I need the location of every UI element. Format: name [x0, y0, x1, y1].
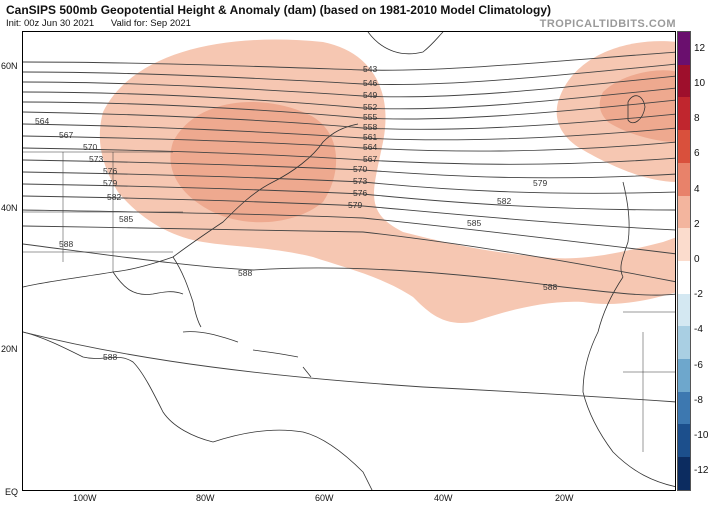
colorbar-swatch — [678, 64, 690, 98]
svg-text:573: 573 — [353, 176, 367, 186]
colorbar-tick-label: 2 — [694, 218, 700, 230]
colorbar-tick-label: 10 — [694, 77, 706, 89]
colorbar-tick-label: 0 — [694, 254, 700, 265]
lon-label-40w: 40W — [434, 493, 453, 503]
colorbar-tick-label: -6 — [694, 359, 703, 371]
svg-text:561: 561 — [363, 132, 377, 142]
lon-label-80w: 80W — [196, 493, 215, 503]
lon-label-100w: 100W — [73, 493, 97, 503]
colorbar-swatch — [678, 457, 690, 490]
svg-text:588: 588 — [103, 352, 117, 362]
svg-text:588: 588 — [59, 239, 73, 249]
svg-text:588: 588 — [238, 268, 252, 278]
colorbar-swatch — [678, 32, 690, 65]
colorbar-swatch — [678, 391, 690, 425]
contour-labels: 543 546 549 552 555 558 561 564 567 570 … — [35, 64, 557, 362]
lat-label-40n: 40N — [1, 203, 18, 213]
svg-text:582: 582 — [107, 192, 121, 202]
colorbar-swatch — [678, 228, 690, 261]
map-subtitle: Init: 00z Jun 30 2021 Valid for: Sep 202… — [6, 18, 205, 29]
colorbar-swatch — [678, 97, 690, 131]
lat-label-60n: 60N — [1, 61, 18, 71]
colorbar-tick-label: 4 — [694, 183, 700, 195]
svg-text:546: 546 — [363, 78, 377, 88]
svg-text:564: 564 — [363, 142, 377, 152]
svg-text:579: 579 — [533, 178, 547, 188]
colorbar-swatch — [678, 359, 690, 392]
svg-text:567: 567 — [363, 154, 377, 164]
svg-text:570: 570 — [353, 164, 367, 174]
svg-text:549: 549 — [363, 90, 377, 100]
svg-text:552: 552 — [363, 102, 377, 112]
svg-text:567: 567 — [59, 130, 73, 140]
brand-watermark: TROPICALTIDBITS.COM — [539, 18, 676, 30]
svg-text:588: 588 — [543, 282, 557, 292]
colorbar-tick-label: 8 — [694, 113, 700, 125]
init-time: Init: 00z Jun 30 2021 — [6, 18, 95, 29]
colorbar-swatch — [678, 260, 690, 294]
svg-text:558: 558 — [363, 122, 377, 132]
svg-text:576: 576 — [103, 166, 117, 176]
svg-text:564: 564 — [35, 116, 49, 126]
svg-text:570: 570 — [83, 142, 97, 152]
colorbar-tick-label: 12 — [694, 42, 706, 54]
map-panel: 543 546 549 552 555 558 561 564 567 570 … — [22, 31, 676, 491]
colorbar-tick-label: 6 — [694, 148, 700, 160]
colorbar-tick-label: -10 — [694, 430, 709, 442]
svg-text:585: 585 — [119, 214, 133, 224]
svg-text:582: 582 — [497, 196, 511, 206]
colorbar-tick-label: -4 — [694, 324, 703, 336]
colorbar-swatch — [678, 326, 690, 360]
svg-text:573: 573 — [89, 154, 103, 164]
coastlines — [23, 32, 675, 490]
colorbar-tick-label: -8 — [694, 394, 703, 406]
map-title: CanSIPS 500mb Geopotential Height & Anom… — [6, 3, 551, 17]
anomaly-core-uk — [599, 70, 675, 142]
colorbar-swatch — [678, 162, 690, 196]
colorbar-swatch — [678, 195, 690, 229]
lat-label-20n: 20N — [1, 344, 18, 354]
colorbar-tick-label: -2 — [694, 289, 703, 301]
svg-text:579: 579 — [348, 200, 362, 210]
svg-text:543: 543 — [363, 64, 377, 74]
colorbar-swatch — [678, 424, 690, 458]
colorbar-tick-label: -12 — [694, 465, 709, 477]
map-svg: 543 546 549 552 555 558 561 564 567 570 … — [23, 32, 675, 490]
colorbar-swatch — [678, 293, 690, 327]
colorbar-swatch — [678, 130, 690, 163]
svg-text:585: 585 — [467, 218, 481, 228]
height-contours — [23, 51, 675, 403]
svg-text:579: 579 — [103, 178, 117, 188]
lon-label-20w: 20W — [555, 493, 574, 503]
valid-time: Valid for: Sep 2021 — [110, 18, 191, 29]
lat-label-eq: EQ — [5, 487, 19, 497]
colorbar — [677, 31, 691, 491]
anomaly-core-northeast — [170, 102, 337, 223]
svg-text:555: 555 — [363, 112, 377, 122]
svg-text:576: 576 — [353, 188, 367, 198]
lon-label-60w: 60W — [315, 493, 334, 503]
